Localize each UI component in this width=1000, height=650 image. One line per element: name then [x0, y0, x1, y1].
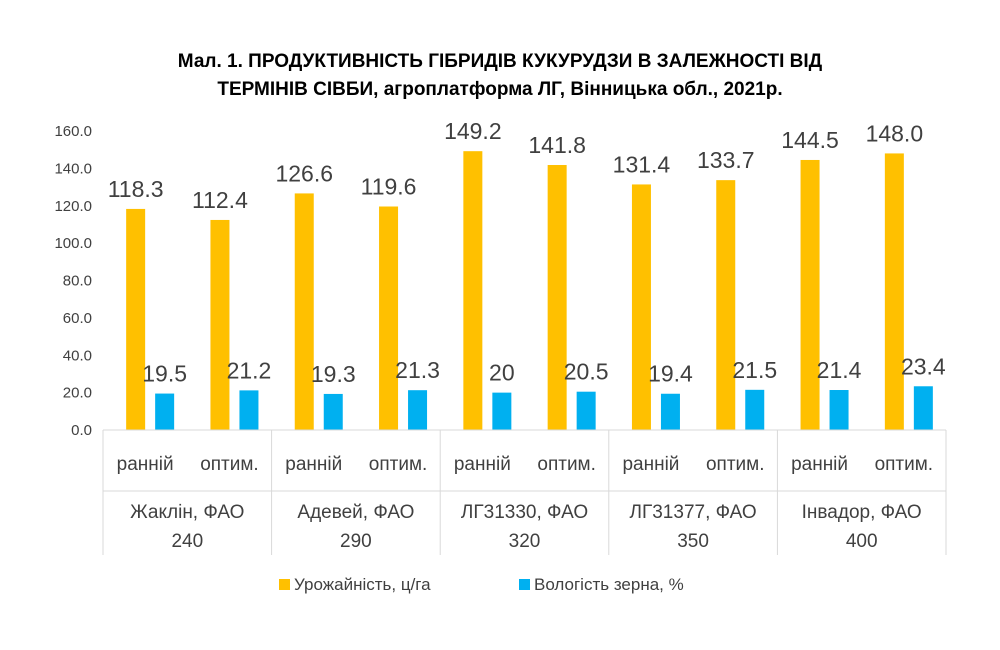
bar-value-label: 19.4	[648, 361, 693, 387]
bar	[379, 206, 399, 430]
y-tick-label: 120.0	[54, 198, 92, 215]
x-group-label: 290	[340, 531, 372, 552]
bar	[492, 392, 512, 430]
y-tick-label: 20.0	[63, 385, 92, 402]
bar	[631, 184, 651, 430]
x-subcategory-label: оптим.	[706, 454, 765, 475]
bar-value-label: 149.2	[444, 118, 502, 144]
y-axis: 0.0 20.0 40.0 60.0 80.0 100.0 120.0 140.0 160.0	[54, 123, 92, 439]
x-group-label: ЛГ31377, ФАО	[629, 502, 756, 523]
bar-value-label: 126.6	[275, 160, 333, 186]
bar-value-label: 148.0	[866, 120, 924, 146]
x-group-label: 350	[677, 531, 709, 552]
x-group-label: 400	[846, 531, 878, 552]
y-tick-label: 160.0	[54, 123, 92, 140]
x-group-label: 320	[509, 531, 541, 552]
bar	[716, 180, 736, 430]
x-group-label: 240	[171, 531, 203, 552]
x-group-label: Інвадор, ФАО	[802, 502, 922, 523]
bar-value-label: 133.7	[697, 147, 755, 173]
x-subcategory-label: оптим.	[200, 454, 259, 475]
bar	[408, 390, 428, 430]
bar-value-label: 141.8	[528, 132, 586, 158]
legend-swatch	[279, 579, 290, 590]
bar	[239, 390, 259, 430]
x-subcategory-label: ранній	[454, 454, 511, 475]
x-group-label: ЛГ31330, ФАО	[461, 502, 588, 523]
x-subcategory-label: оптим.	[537, 454, 596, 475]
bar-value-label: 21.4	[817, 357, 862, 383]
bar-value-label: 21.5	[732, 357, 777, 383]
y-tick-label: 0.0	[71, 422, 92, 439]
y-tick-label: 100.0	[54, 235, 92, 252]
bar-value-label: 23.4	[901, 353, 946, 379]
bar	[323, 393, 343, 430]
y-tick-label: 40.0	[63, 347, 92, 364]
data-labels: 118.3 112.4 126.6 119.6 149.2 141.8 131.4 133.7…	[108, 118, 946, 387]
bar-value-label: 118.3	[108, 176, 164, 202]
bar-value-label: 19.5	[142, 361, 187, 387]
bar-value-label: 20	[489, 360, 515, 386]
y-tick-label: 140.0	[54, 160, 92, 177]
bar	[800, 159, 820, 430]
x-axis: ранній оптим. Жаклін, ФАО 240 ранній оптим. Ад…	[102, 429, 947, 555]
bar-value-label: 112.4	[192, 187, 248, 213]
legend-entry-label: Вологість зерна, %	[534, 575, 684, 594]
bar-value-label: 119.6	[361, 173, 417, 199]
x-group-label: Жаклін, ФАО	[130, 502, 244, 523]
chart-title: Мал. 1. ПРОДУКТИВНІСТЬ ГІБРИДІВ КУКУРУДЗ…	[178, 51, 823, 100]
chart-title-line: Мал. 1. ПРОДУКТИВНІСТЬ ГІБРИДІВ КУКУРУДЗ…	[178, 51, 823, 72]
bar-value-label: 20.5	[564, 359, 609, 385]
y-tick-label: 60.0	[63, 310, 92, 327]
bar	[884, 153, 904, 431]
bar	[660, 393, 680, 430]
bar	[576, 391, 596, 430]
bar	[913, 386, 933, 430]
x-group-label: Адевей, ФАО	[297, 502, 414, 523]
bar	[829, 390, 849, 430]
bar	[155, 393, 175, 430]
legend: Урожайність, ц/га Вологість зерна, %	[279, 575, 684, 594]
x-subcategory-label: оптим.	[875, 454, 934, 475]
bar	[126, 208, 146, 430]
bar-value-label: 144.5	[781, 127, 839, 153]
bar-value-label: 131.4	[613, 151, 671, 177]
bars	[126, 151, 933, 431]
bar-value-label: 21.3	[395, 357, 440, 383]
bar	[210, 219, 230, 430]
y-tick-label: 80.0	[63, 273, 92, 290]
bar	[745, 389, 765, 430]
bar-value-label: 19.3	[311, 361, 356, 387]
x-subcategory-label: ранній	[117, 454, 174, 475]
x-subcategory-label: ранній	[791, 454, 848, 475]
x-subcategory-label: ранній	[622, 454, 679, 475]
bar-value-label: 21.2	[227, 357, 272, 383]
bar	[547, 165, 567, 431]
x-subcategory-label: ранній	[285, 454, 342, 475]
legend-entry-label: Урожайність, ц/га	[294, 575, 431, 594]
x-subcategory-label: оптим.	[369, 454, 428, 475]
chart-title-line: ТЕРМІНІВ СІВБИ, агроплатформа ЛГ, Вінниц…	[217, 79, 782, 100]
bar	[294, 193, 314, 430]
bar	[463, 151, 483, 430]
legend-swatch	[519, 579, 530, 590]
